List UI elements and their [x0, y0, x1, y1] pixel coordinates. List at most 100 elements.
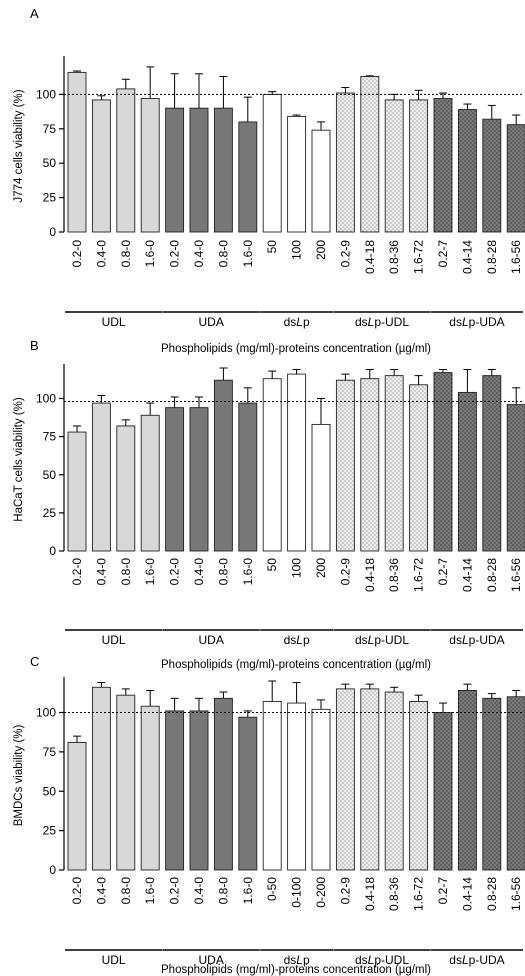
y-tick-label: 100 [36, 706, 56, 720]
x-tick-label: 0.8-28 [485, 240, 499, 274]
x-axis-title: Phospholipids (mg/ml)-proteins concentra… [161, 343, 431, 355]
y-tick-label: 100 [36, 392, 56, 406]
bar [116, 425, 136, 552]
x-tick-label: 0-50 [265, 877, 279, 901]
bar [140, 414, 160, 552]
x-tick-label: 0.4-14 [460, 240, 474, 274]
bar [116, 694, 136, 871]
x-axis-title: Phospholipids (mg/ml)-proteins concentra… [161, 964, 431, 976]
x-tick-label: 0.8-36 [387, 877, 401, 911]
x-tick-label: 0.4-0 [192, 877, 206, 905]
group-label: UDA [199, 633, 224, 647]
x-tick-label: 1.6-0 [241, 558, 255, 586]
x-tick-label: 200 [314, 240, 328, 260]
group-label: UDA [199, 953, 224, 967]
x-tick-label: 0.4-0 [192, 558, 206, 586]
x-tick-label: 0.4-14 [460, 558, 474, 592]
y-tick-label: 25 [43, 824, 57, 838]
x-tick-label: 0-200 [314, 877, 328, 908]
x-tick-label: 0.4-0 [192, 240, 206, 268]
group-label: dsLp-UDL [355, 315, 409, 329]
bar [335, 92, 355, 233]
group-label: UDL [102, 315, 126, 329]
x-tick-label: 0.4-0 [94, 877, 108, 905]
x-tick-label: 0.8-0 [216, 877, 230, 905]
x-tick-label: 1.6-56 [509, 558, 523, 592]
bar [335, 379, 355, 552]
x-tick-label: 0.2-9 [338, 240, 352, 268]
bar [287, 702, 307, 871]
panel-c: C BMDCs viability (%) 0 25 50 75 100 0.2-0 0.4-0… [13, 654, 525, 976]
bar [384, 691, 404, 871]
group-label: UDA [199, 315, 224, 329]
y-tick-label: 100 [36, 87, 56, 101]
bar [287, 115, 307, 233]
panel-letter: A [30, 6, 39, 21]
bar [91, 402, 111, 552]
bar [335, 688, 355, 871]
bar [116, 88, 136, 233]
x-tick-label: 1.6-0 [241, 877, 255, 905]
bar [433, 372, 453, 552]
y-tick-label: 50 [43, 784, 57, 798]
x-tick-label: 0.2-9 [338, 877, 352, 905]
x-tick-label: 0.4-0 [94, 240, 108, 268]
bar [213, 697, 233, 871]
bar [506, 404, 525, 552]
x-tick-label: 0.8-0 [119, 558, 133, 586]
panel-a: A J774 cells viability (%) 0 25 50 75 100 0.2-0… [13, 6, 525, 355]
group-label: dsLp-UDL [355, 633, 409, 647]
bar [140, 705, 160, 871]
bar [238, 402, 258, 552]
x-tick-label: 100 [290, 240, 304, 260]
x-tick-label: 0.2-0 [168, 240, 182, 268]
y-tick-label: 25 [43, 191, 57, 205]
panel-letter: C [30, 654, 39, 669]
x-tick-label: 0.8-0 [216, 240, 230, 268]
bar [262, 701, 282, 871]
x-tick-label: 0.2-7 [436, 240, 450, 268]
y-tick-label: 50 [43, 156, 57, 170]
x-tick-label: 1.6-0 [143, 877, 157, 905]
bar [457, 690, 477, 871]
bar [287, 373, 307, 552]
y-tick-label: 75 [43, 122, 57, 136]
bar [238, 121, 258, 233]
bar [67, 71, 87, 233]
x-tick-label: 0.8-36 [387, 558, 401, 592]
panel-b: B HaCaT cells viability (%) 0 25 50 75 100 0.2-… [13, 338, 525, 671]
x-tick-label: 200 [314, 558, 328, 578]
bar [262, 378, 282, 552]
bar [140, 98, 160, 233]
bar [165, 407, 185, 552]
group-label: UDL [102, 633, 126, 647]
bar [311, 708, 331, 871]
x-tick-label: 0.8-36 [387, 240, 401, 274]
x-tick-label: 1.6-56 [509, 877, 523, 911]
bar [457, 391, 477, 552]
x-tick-label: 0-100 [290, 877, 304, 908]
x-tick-label: 0.4-18 [363, 877, 377, 911]
panel-letter: B [30, 338, 39, 353]
x-tick-label: 1.6-0 [143, 558, 157, 586]
x-tick-label: 0.2-0 [168, 558, 182, 586]
bar [67, 741, 87, 871]
x-tick-label: 1.6-72 [412, 240, 426, 274]
bar [409, 701, 429, 871]
y-tick-label: 50 [43, 468, 57, 482]
group-label: dsLp-UDA [449, 953, 504, 967]
x-tick-label: 0.4-18 [363, 558, 377, 592]
x-tick-label: 0.4-0 [94, 558, 108, 586]
y-axis-label: J774 cells viability (%) [13, 89, 25, 202]
bar [482, 118, 502, 233]
bar [189, 107, 209, 233]
group-label: UDL [102, 953, 126, 967]
bar [91, 99, 111, 233]
x-tick-label: 0.2-0 [70, 240, 84, 268]
x-tick-label: 0.2-0 [70, 877, 84, 905]
x-tick-label: 0.4-14 [460, 877, 474, 911]
bar [384, 99, 404, 233]
bar [311, 129, 331, 233]
group-label: dsLp-UDA [449, 633, 504, 647]
x-tick-label: 0.8-28 [485, 877, 499, 911]
